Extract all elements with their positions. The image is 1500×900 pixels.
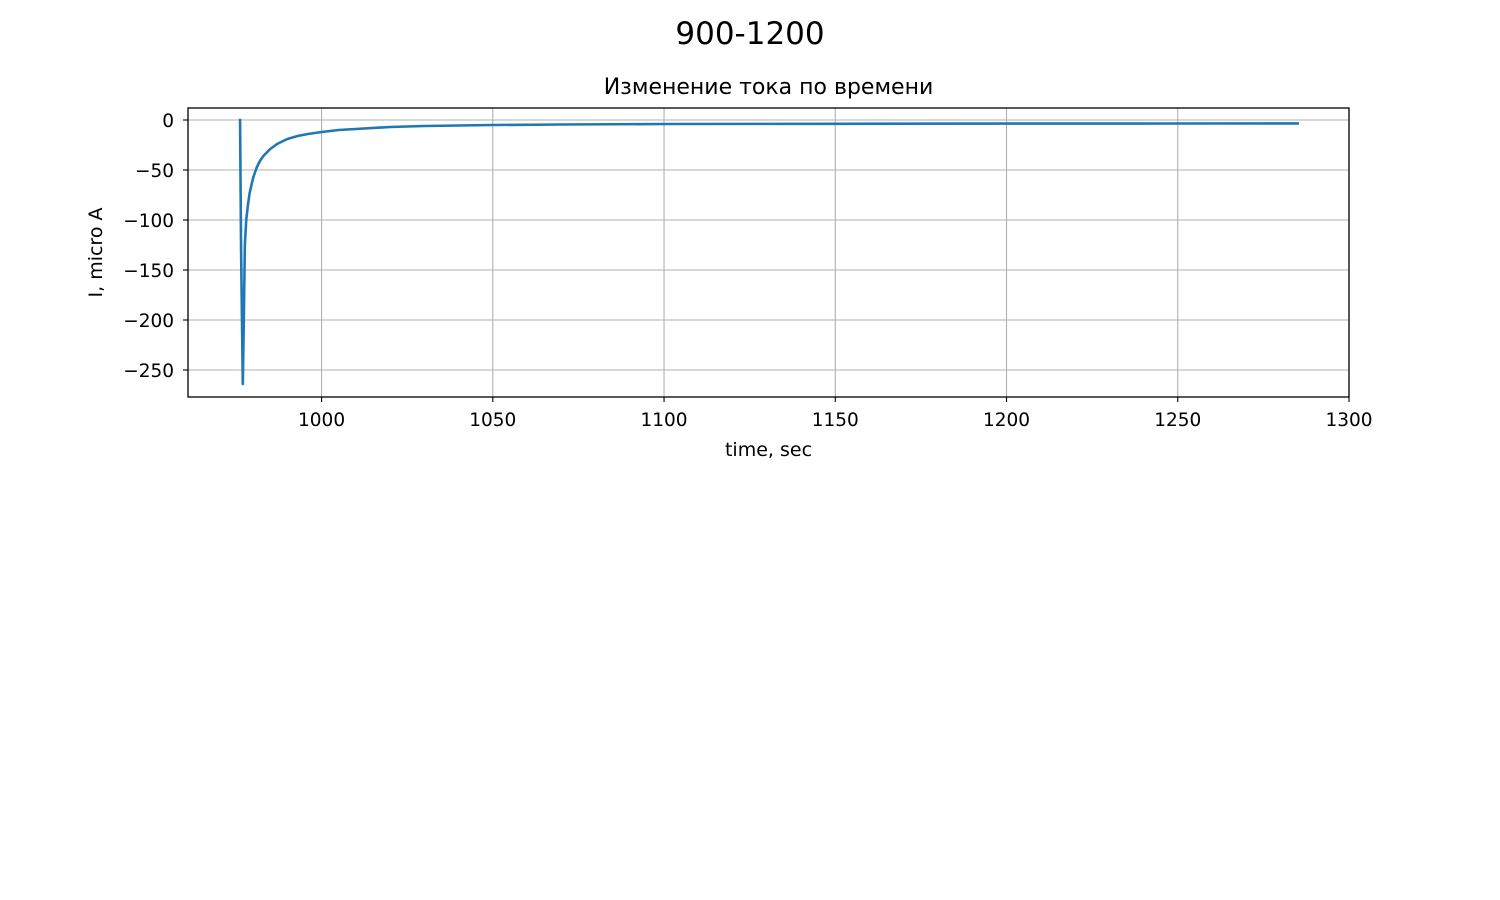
plot-area [187,107,1350,398]
y-axis: 0 −50 −100 −150 −200 −250 [123,111,188,382]
x-tick-label: 1200 [983,410,1030,431]
plot-background [188,108,1349,397]
y-tick-label: −50 [135,161,174,182]
x-axis-label: time, sec [725,439,812,461]
y-tick-label: 0 [162,111,174,132]
x-tick-label: 1150 [812,410,859,431]
x-tick-label: 1100 [640,410,687,431]
y-tick-label: −200 [123,311,174,332]
y-tick-label: −250 [123,361,174,382]
figure-suptitle: 900-1200 [675,16,824,52]
series-layer [238,118,1299,386]
x-tick-label: 1050 [469,410,516,431]
series-line [238,118,1299,386]
plot-frame [187,107,1350,398]
chart-title: Изменение тока по времени [604,75,934,100]
x-tick-label: 1250 [1154,410,1201,431]
y-tick-label: −100 [123,211,174,232]
y-axis-label: I, micro A [85,208,107,298]
x-axis: 1000 1050 1100 1150 1200 1250 1300 [298,397,1373,431]
x-tick-label: 1000 [298,410,345,431]
y-tick-label: −150 [123,261,174,282]
grid [188,108,1350,397]
x-tick-label: 1300 [1325,410,1372,431]
